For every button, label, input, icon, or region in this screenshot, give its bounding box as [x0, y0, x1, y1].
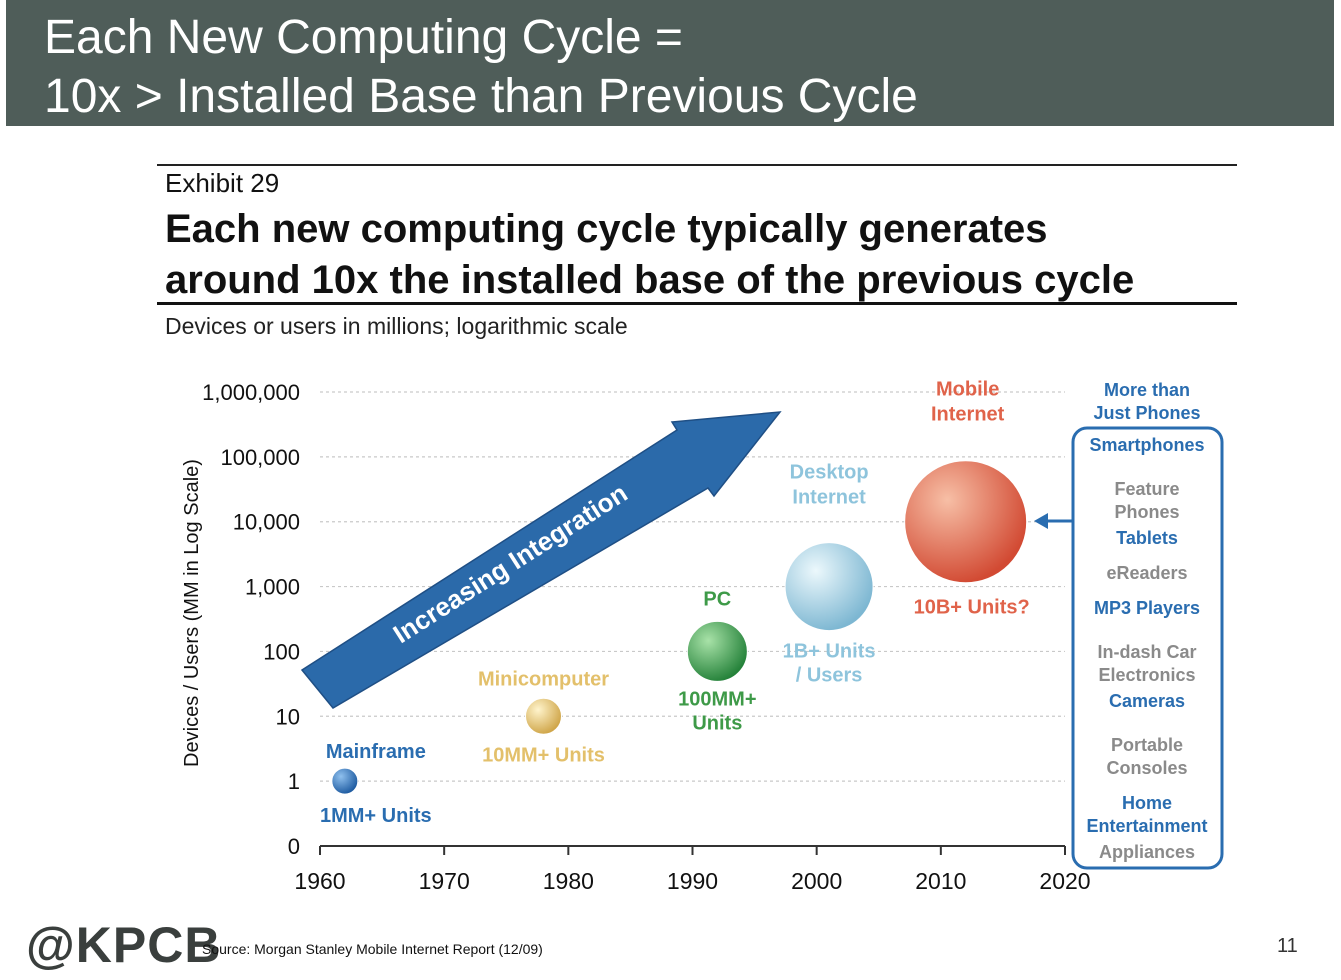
- bubble-point: [784, 542, 874, 632]
- side-panel-item: MP3 Players: [1094, 598, 1200, 618]
- point-name-label: Internet: [792, 487, 866, 509]
- side-panel-item: In-dash Car: [1097, 642, 1196, 662]
- side-panel-heading: More than: [1104, 380, 1190, 400]
- side-panel-item: Smartphones: [1089, 435, 1204, 455]
- x-tick-label: 1990: [667, 868, 718, 894]
- x-tick-label: 2000: [791, 868, 842, 894]
- source-note: Source: Morgan Stanley Mobile Internet R…: [202, 941, 543, 957]
- exhibit-label: Exhibit 29: [165, 168, 280, 198]
- panel-pointer-head: [1034, 513, 1048, 529]
- y-tick-label: 1: [288, 769, 300, 794]
- exhibit-headline-line-2: around 10x the installed base of the pre…: [165, 258, 1135, 302]
- y-tick-label: 10,000: [233, 510, 300, 535]
- point-name-label: Minicomputer: [478, 668, 609, 690]
- side-panel-heading: Just Phones: [1093, 403, 1200, 423]
- point-value-label: 10MM+ Units: [482, 744, 605, 766]
- page-number: 11: [1277, 935, 1298, 957]
- point-name-label: Mobile: [936, 379, 999, 401]
- exhibit-top-rule: [157, 164, 1237, 166]
- bubble-point: [904, 460, 1028, 584]
- point-name-label: Internet: [931, 404, 1005, 426]
- point-name-label: Desktop: [790, 462, 869, 484]
- bubble-point: [331, 767, 359, 795]
- kpcb-logo: @KPCB: [26, 917, 222, 973]
- y-tick-label: 0: [288, 834, 300, 859]
- x-tick-label: 2010: [915, 868, 966, 894]
- point-value-label: 10B+ Units?: [914, 597, 1030, 619]
- slide-title-line-1: Each New Computing Cycle =: [44, 11, 683, 64]
- data-points: Mainframe 1MM+ Units Minicomputer 10MM+ Uni…: [320, 379, 1030, 827]
- exhibit-headline-rule: [157, 302, 1237, 305]
- exhibit-subtitle: Devices or users in millions; logarithmi…: [165, 313, 628, 339]
- title-banner: Each New Computing Cycle = 10x > Install…: [6, 0, 1334, 126]
- side-panel: More than Just Phones Smartphones Feature Ph…: [1034, 380, 1224, 870]
- side-panel-item: Electronics: [1098, 665, 1195, 685]
- point-value-label: 1MM+ Units: [320, 805, 432, 827]
- side-panel-item: Phones: [1114, 502, 1179, 522]
- point-value-label: 1B+ Units: [783, 641, 876, 663]
- bubble-point: [686, 620, 748, 682]
- side-panel-box: [1071, 426, 1224, 870]
- x-tick-label: 2020: [1039, 868, 1090, 894]
- side-panel-item: Consoles: [1106, 758, 1187, 778]
- integration-arrow-shape: [300, 411, 782, 709]
- x-tick-label: 1980: [543, 868, 594, 894]
- bubble-point: [525, 697, 562, 735]
- side-panel-item: Feature: [1114, 479, 1179, 499]
- point-name-label: Mainframe: [326, 741, 426, 763]
- side-panel-item: Cameras: [1109, 691, 1185, 711]
- exhibit-headline-line-1: Each new computing cycle typically gener…: [165, 207, 1048, 251]
- point-value-label: / Users: [796, 665, 863, 687]
- y-tick-label: 10: [276, 704, 300, 729]
- side-panel-item: Home: [1122, 793, 1172, 813]
- side-panel-item: Entertainment: [1086, 816, 1207, 836]
- point-value-label: Units: [692, 712, 742, 734]
- arrow-label: Increasing Integration: [388, 478, 633, 650]
- point-name-label: PC: [703, 588, 731, 610]
- x-tick-label: 1970: [419, 868, 470, 894]
- y-axis-label: Devices / Users (MM in Log Scale): [181, 459, 203, 767]
- side-panel-item: Appliances: [1099, 842, 1195, 862]
- point-value-label: 100MM+: [678, 688, 756, 710]
- side-panel-item: Tablets: [1116, 528, 1178, 548]
- side-panel-item: Portable: [1111, 735, 1183, 755]
- slide-title-line-2: 10x > Installed Base than Previous Cycle: [44, 70, 918, 123]
- y-tick-label: 1,000,000: [202, 380, 300, 405]
- y-tick-label: 100: [263, 639, 300, 664]
- x-tick-label: 1960: [294, 868, 345, 894]
- y-tick-label: 100,000: [220, 445, 300, 470]
- y-tick-label: 1,000: [245, 575, 300, 600]
- side-panel-item: eReaders: [1106, 563, 1187, 583]
